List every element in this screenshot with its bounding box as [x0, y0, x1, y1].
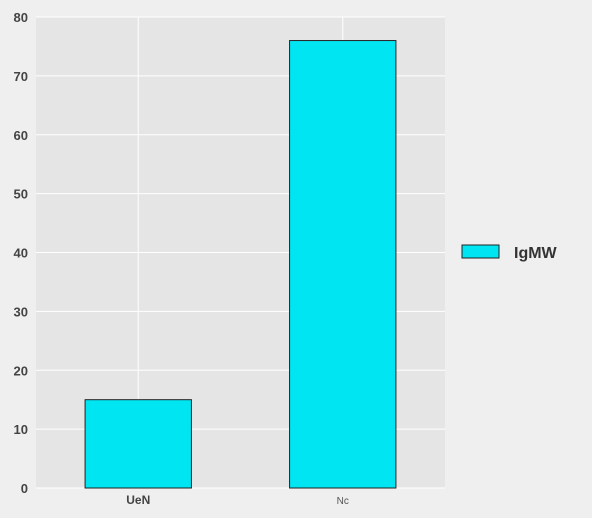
x-axis-ticks: UeN Nc: [126, 493, 349, 507]
y-tick-label: 30: [14, 304, 28, 319]
y-axis-ticks: 0 10 20 30 40 50 60 70 80: [14, 10, 28, 496]
y-tick-label: 40: [14, 246, 28, 261]
y-tick-label: 70: [14, 69, 28, 84]
x-tick-label: UeN: [126, 493, 150, 507]
y-tick-label: 0: [21, 481, 28, 496]
y-tick-label: 60: [14, 128, 28, 143]
y-tick-label: 80: [14, 10, 28, 25]
bar: [289, 40, 397, 489]
x-tick-label: Nc: [337, 496, 349, 507]
legend-label: IgMW: [514, 245, 558, 262]
y-tick-label: 20: [14, 363, 28, 378]
y-tick-label: 10: [14, 422, 28, 437]
bars: [84, 40, 397, 489]
legend: IgMW: [461, 244, 558, 262]
y-tick-label: 50: [14, 187, 28, 202]
bar: [84, 399, 192, 489]
legend-swatch: [461, 244, 500, 259]
